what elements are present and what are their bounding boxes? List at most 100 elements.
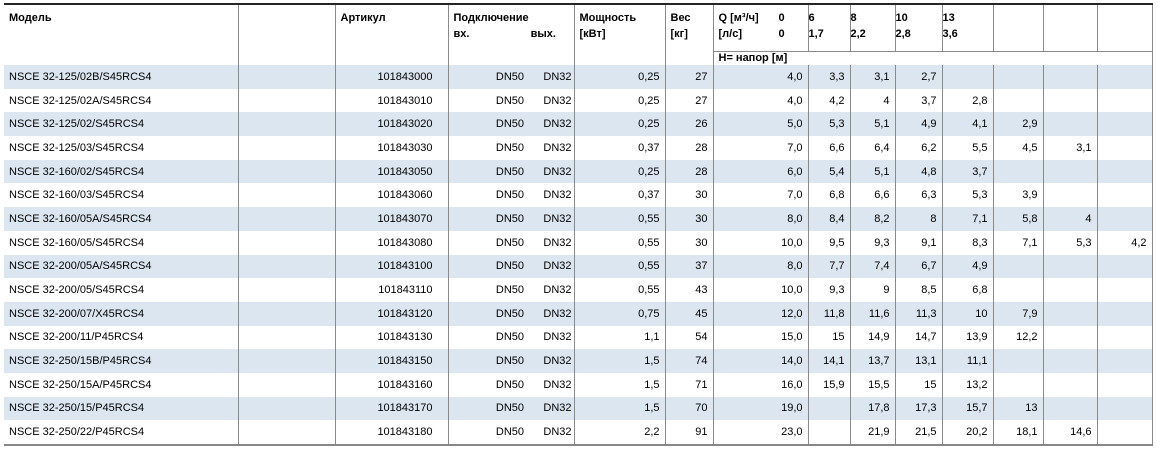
- cell-article: 101843120: [335, 301, 449, 326]
- cell-conn-out: DN32: [526, 65, 575, 89]
- cell-power: 0,55: [574, 254, 666, 279]
- cell-spacer: [238, 159, 336, 184]
- cell-spacer: [238, 278, 336, 302]
- cell-head-q0: 4,0: [713, 65, 809, 89]
- cell-head-q10: 4,9: [895, 112, 943, 137]
- table-row: NSCE 32-200/05A/S45RCS4 101843100 DN50 D…: [4, 254, 1153, 279]
- cell-spacer: [238, 112, 336, 137]
- cell-conn-in: DN50: [495, 260, 524, 273]
- cell-head-q13: 15,7: [942, 396, 994, 421]
- cell-spacer: [238, 325, 336, 350]
- cell-head-e2: 4: [1043, 207, 1098, 231]
- cell-conn-out: DN32: [526, 230, 575, 255]
- cell-spacer: [238, 301, 336, 326]
- table-row: NSCE 32-125/02/S45RCS4 101843020 DN50 DN…: [4, 112, 1153, 137]
- col-header-model: Модель: [4, 4, 239, 65]
- cell-head-q0: 4,0: [713, 88, 809, 113]
- cell-head-q8: 5,1: [850, 112, 896, 137]
- cell-spacer: [238, 420, 336, 445]
- cell-head-e3: [1097, 349, 1153, 373]
- cell-head-e1: [993, 254, 1044, 279]
- cell-weight: 30: [665, 230, 714, 255]
- cell-head-q8: 7,4: [850, 254, 896, 279]
- cell-head-q10: 15: [895, 372, 943, 397]
- cell-head-e3: [1097, 65, 1153, 89]
- cell-conn-in: DN50: [495, 165, 524, 178]
- cell-head-e1: [993, 349, 1044, 373]
- cell-power: 0,55: [574, 207, 666, 231]
- cell-head-e1: [993, 159, 1044, 184]
- cell-power: 0,25: [574, 88, 666, 113]
- cell-head-e1: 18,1: [993, 420, 1044, 445]
- cell-head-e2: 14,6: [1043, 420, 1098, 445]
- cell-model: NSCE 32-200/05/S45RCS4: [4, 278, 239, 302]
- cell-head-e3: [1097, 396, 1153, 421]
- cell-head-q10: 8: [895, 207, 943, 231]
- cell-head-q6: [808, 396, 851, 421]
- cell-head-q13: 4,9: [942, 254, 994, 279]
- cell-power: 0,75: [574, 301, 666, 326]
- cell-head-q0: 12,0: [713, 301, 809, 326]
- cell-head-e1: [993, 278, 1044, 302]
- cell-head-e3: [1097, 278, 1153, 302]
- cell-weight: 28: [665, 159, 714, 184]
- cell-head-q13: 5,5: [942, 136, 994, 160]
- cell-head-e3: [1097, 325, 1153, 350]
- cell-spacer: [238, 136, 336, 160]
- cell-head-e2: [1043, 88, 1098, 113]
- cell-conn-in: DN50: [495, 355, 524, 368]
- cell-model: NSCE 32-200/07/X45RCS4: [4, 301, 239, 326]
- col-header-flow-6: 6 1,7: [808, 4, 851, 52]
- table-row: NSCE 32-160/03/S45RCS4 101843060 DN50 DN…: [4, 183, 1153, 208]
- cell-head-q13: [942, 65, 994, 89]
- cell-model: NSCE 32-250/15B/P45RCS4: [4, 349, 239, 373]
- col-header-flow-extra-2: [1043, 4, 1098, 52]
- subheader-head-row: Н= напор [м]: [713, 51, 1153, 65]
- table-row: NSCE 32-250/22/P45RCS4 101843180 DN50 DN…: [4, 420, 1153, 445]
- cell-head-q13: 13,2: [942, 372, 994, 397]
- cell-article: 101843000: [335, 65, 449, 89]
- cell-head-q6: 6,8: [808, 183, 851, 208]
- cell-head-e1: 4,5: [993, 136, 1044, 160]
- cell-weight: 74: [665, 349, 714, 373]
- cell-conn-out: DN32: [526, 136, 575, 160]
- table-row: NSCE 32-160/05A/S45RCS4 101843070 DN50 D…: [4, 207, 1153, 231]
- cell-head-q8: 17,8: [850, 396, 896, 421]
- cell-conn-in: DN50: [495, 189, 524, 202]
- cell-weight: 26: [665, 112, 714, 137]
- cell-article: 101843180: [335, 420, 449, 445]
- cell-head-q6: 5,3: [808, 112, 851, 137]
- cell-head-q8: 9,3: [850, 230, 896, 255]
- cell-head-q0: 16,0: [713, 372, 809, 397]
- table-row: NSCE 32-250/15/P45RCS4 101843170 DN50 DN…: [4, 396, 1153, 421]
- cell-head-e1: 2,9: [993, 112, 1044, 137]
- cell-model: NSCE 32-160/05A/S45RCS4: [4, 207, 239, 231]
- col-header-spacer: [238, 4, 336, 65]
- cell-conn-out: DN32: [526, 420, 575, 445]
- cell-head-e1: 5,8: [993, 207, 1044, 231]
- cell-weight: 45: [665, 301, 714, 326]
- cell-conn-out: DN32: [526, 88, 575, 113]
- cell-head-q13: 11,1: [942, 349, 994, 373]
- cell-model: NSCE 32-160/02/S45RCS4: [4, 159, 239, 184]
- cell-head-q10: 14,7: [895, 325, 943, 350]
- cell-weight: 70: [665, 396, 714, 421]
- cell-weight: 43: [665, 278, 714, 302]
- cell-article: 101843060: [335, 183, 449, 208]
- cell-conn-in: DN50: [495, 94, 524, 107]
- cell-head-e2: 5,3: [1043, 230, 1098, 255]
- cell-head-e2: [1043, 159, 1098, 184]
- cell-weight: 37: [665, 254, 714, 279]
- cell-spacer: [238, 207, 336, 231]
- table-header: Модель Артикул Подключение вх. вых. Мощн…: [4, 4, 1153, 65]
- cell-conn-in: DN50: [495, 284, 524, 297]
- cell-conn-out: DN32: [526, 372, 575, 397]
- cell-head-q10: 3,7: [895, 88, 943, 113]
- cell-head-q13: 6,8: [942, 278, 994, 302]
- table-row: NSCE 32-125/02B/S45RCS4 101843000 DN50 D…: [4, 65, 1153, 89]
- cell-head-e3: [1097, 159, 1153, 184]
- cell-model: NSCE 32-250/15/P45RCS4: [4, 396, 239, 421]
- cell-head-q0: 10,0: [713, 230, 809, 255]
- cell-head-e2: [1043, 65, 1098, 89]
